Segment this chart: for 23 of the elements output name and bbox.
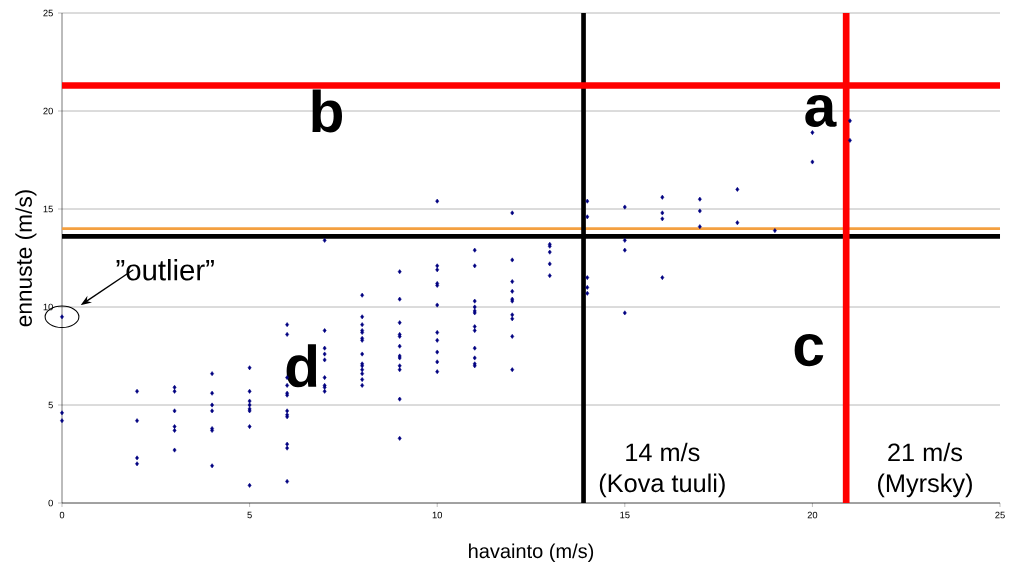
x-axis-title: havainto (m/s): [469, 543, 594, 563]
x-tick-label: 15: [620, 511, 630, 519]
annotation: (Myrsky): [878, 473, 972, 498]
annotation: (Kova tuuli): [599, 473, 725, 498]
annotation: ”outlier”: [116, 258, 214, 281]
annotation: c: [794, 334, 824, 367]
annotation: 21 m/s: [888, 442, 963, 462]
x-tick-label: 25: [995, 511, 1005, 519]
x-tick-label: 20: [807, 511, 818, 519]
annotation: d: [286, 344, 317, 388]
annotation: b: [312, 89, 343, 133]
y-tick-label: 15: [43, 205, 53, 213]
x-tick-label: 0: [59, 511, 65, 519]
y-tick-label: 10: [43, 303, 53, 311]
y-tick-label: 20: [43, 107, 53, 115]
y-tick-label: 0: [48, 499, 53, 507]
annotation: 14 m/s: [626, 442, 700, 462]
y-tick-label: 25: [43, 9, 53, 17]
x-tick-label: 5: [247, 511, 252, 519]
y-tick-label: 5: [48, 401, 53, 409]
x-tick-label: 10: [432, 511, 443, 519]
annotation: a: [805, 94, 837, 128]
y-axis-title: ennuste (m/s): [15, 190, 37, 327]
